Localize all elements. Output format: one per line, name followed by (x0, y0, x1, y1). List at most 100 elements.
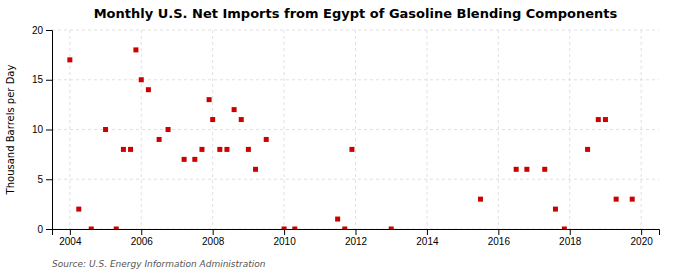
point (182, 157, 187, 162)
y-tick: 10 (32, 124, 52, 135)
point (210, 117, 215, 122)
point (264, 137, 269, 142)
point (192, 157, 197, 162)
point (630, 197, 635, 202)
y-tick-mark (46, 30, 52, 31)
x-tick-mark (498, 229, 499, 235)
point (614, 197, 619, 202)
x-tick: 2008 (202, 229, 225, 247)
point (239, 117, 244, 122)
annotation: Source: U.S. Energy Information Administ… (52, 259, 266, 269)
x-tick-label: 2014 (416, 236, 439, 247)
point (199, 147, 204, 152)
grid-line-y (52, 179, 659, 180)
point (121, 147, 126, 152)
point (232, 107, 237, 112)
x-tick-mark (356, 229, 357, 235)
y-tick: 15 (32, 74, 52, 85)
point (553, 207, 558, 212)
x-tick: 2018 (559, 229, 582, 247)
chart: 2004 2006 2008 2010 2012 2014 2016 2018 2020 0 5 10… (0, 0, 675, 275)
point (157, 137, 162, 142)
y-axis-label: Thousand Barrels per Day (5, 65, 16, 196)
y-axis-line (46, 31, 53, 230)
x-tick-label: 2016 (488, 236, 511, 247)
y-tick-label: 5 (37, 174, 43, 185)
x-axis: 2004 2006 2008 2010 2012 2014 2016 2018 2020 (53, 229, 660, 247)
x-tick-mark (570, 229, 571, 235)
y-tick-label: 0 (37, 224, 43, 235)
grid (52, 30, 659, 229)
y-tick-mark (46, 130, 52, 131)
point (335, 217, 340, 222)
point (217, 147, 222, 152)
x-tick-label: 2020 (631, 236, 654, 247)
x-tick: 2014 (416, 229, 439, 247)
x-tick-mark (141, 229, 142, 235)
x-tick: 2016 (488, 229, 511, 247)
y-tick: 20 (32, 25, 52, 36)
x-tick-mark (427, 229, 428, 235)
point (514, 167, 519, 172)
y-tick: 0 (37, 224, 52, 235)
point (67, 57, 72, 62)
point (562, 227, 567, 230)
y-tick: 5 (37, 174, 52, 185)
y-tick-label: 10 (32, 124, 44, 135)
y-tick-mark (46, 229, 52, 230)
point (133, 47, 138, 52)
x-tick-label: 2018 (559, 236, 582, 247)
point (292, 227, 297, 230)
x-tick: 2012 (345, 229, 368, 247)
x-tick-mark (70, 229, 71, 235)
points (67, 47, 634, 229)
y-axis: 0 5 10 15 20 (32, 25, 53, 235)
y-tick-label: 15 (32, 74, 44, 85)
point (89, 227, 94, 230)
point (253, 167, 258, 172)
plot: 2004 2006 2008 2010 2012 2014 2016 2018 2020 0 5 10… (32, 25, 660, 247)
point (603, 117, 608, 122)
x-tick: 2006 (131, 229, 154, 247)
point (103, 127, 108, 132)
x-tick-label: 2006 (131, 236, 154, 247)
x-tick-label: 2012 (345, 236, 368, 247)
x-tick: 2010 (273, 229, 296, 247)
point (282, 227, 287, 230)
grid-line-x (284, 30, 285, 229)
point (342, 227, 347, 230)
y-tick-label: 20 (32, 25, 44, 36)
point (76, 207, 81, 212)
x-tick-mark (213, 229, 214, 235)
y-tick-mark (46, 179, 52, 180)
point (585, 147, 590, 152)
x-tick-label: 2004 (59, 236, 82, 247)
title: Monthly U.S. Net Imports from Egypt of G… (94, 6, 618, 21)
point (349, 147, 354, 152)
x-axis-line (53, 230, 660, 236)
x-tick: 2020 (631, 229, 654, 247)
point (478, 197, 483, 202)
grid-line-y (52, 30, 659, 31)
grid-line-y (52, 129, 659, 130)
point (128, 147, 133, 152)
point (389, 227, 394, 230)
x-tick-label: 2010 (273, 236, 296, 247)
point (224, 147, 229, 152)
y-tick-mark (46, 80, 52, 81)
grid-line-x (355, 30, 356, 229)
point (139, 77, 144, 82)
point (166, 127, 171, 132)
x-tick-mark (284, 229, 285, 235)
point (542, 167, 547, 172)
x-tick: 2004 (59, 229, 82, 247)
point (146, 87, 151, 92)
grid-line-x (212, 30, 213, 229)
grid-line-x (141, 30, 142, 229)
point (596, 117, 601, 122)
x-tick-mark (641, 229, 642, 235)
x-tick-label: 2008 (202, 236, 225, 247)
point (524, 167, 529, 172)
point (114, 227, 119, 230)
point (207, 97, 212, 102)
